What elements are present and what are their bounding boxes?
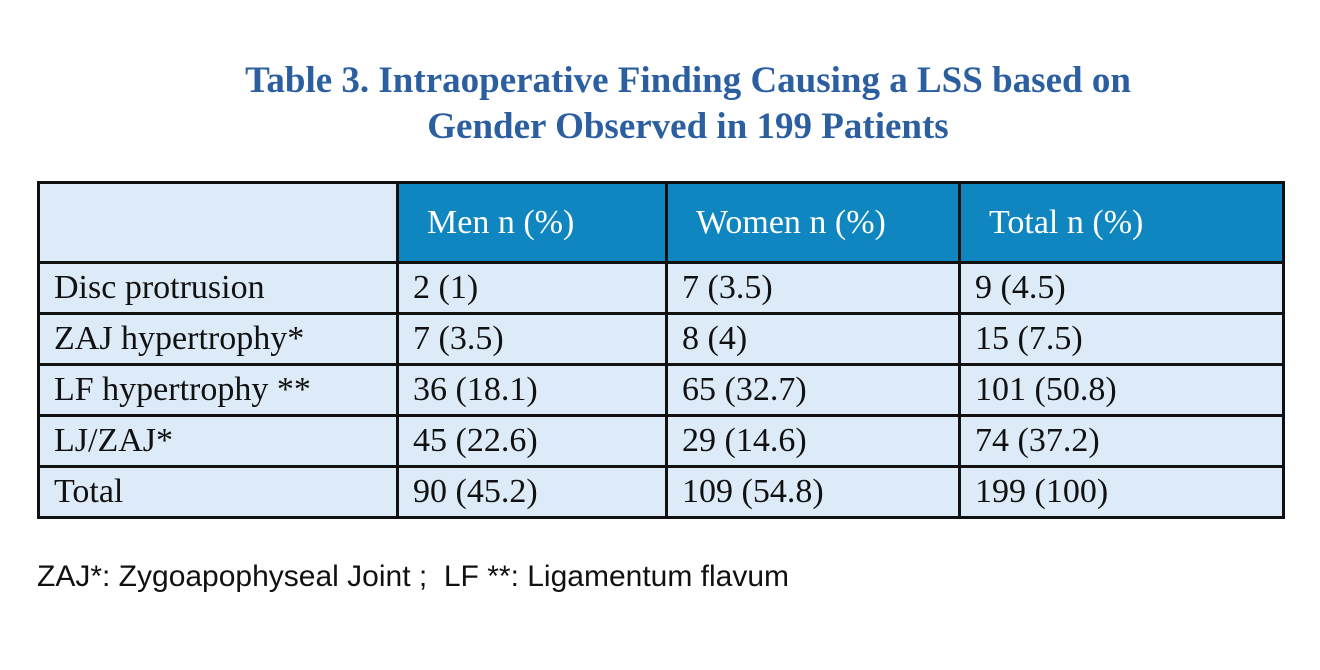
table-footnote: ZAJ*: Zygoapophyseal Joint ; LF **: Liga…	[37, 560, 790, 593]
cell-men: 45 (22.6)	[396, 414, 668, 468]
cell-men: 36 (18.1)	[396, 363, 668, 417]
table-row: Disc protrusion 2 (1) 7 (3.5) 9 (4.5)	[37, 261, 1285, 315]
cell-women: 8 (4)	[665, 312, 961, 366]
header-corner-cell	[37, 181, 399, 264]
cell-men: 2 (1)	[396, 261, 668, 315]
cell-men: 90 (45.2)	[396, 465, 668, 519]
table-row: LF hypertrophy ** 36 (18.1) 65 (32.7) 10…	[37, 363, 1285, 417]
cell-women: 65 (32.7)	[665, 363, 961, 417]
row-label: Disc protrusion	[37, 261, 399, 315]
table-title-line-1: Table 3. Intraoperative Finding Causing …	[245, 60, 1131, 101]
cell-women: 7 (3.5)	[665, 261, 961, 315]
cell-total: 9 (4.5)	[958, 261, 1285, 315]
row-label: ZAJ hypertrophy*	[37, 312, 399, 366]
header-men: Men n (%)	[396, 181, 668, 264]
cell-women: 109 (54.8)	[665, 465, 961, 519]
cell-total: 74 (37.2)	[958, 414, 1285, 468]
table-row: LJ/ZAJ* 45 (22.6) 29 (14.6) 74 (37.2)	[37, 414, 1285, 468]
table-header-row: Men n (%) Women n (%) Total n (%)	[37, 181, 1285, 264]
header-total: Total n (%)	[958, 181, 1285, 264]
cell-total: 101 (50.8)	[958, 363, 1285, 417]
header-women: Women n (%)	[665, 181, 961, 264]
cell-men: 7 (3.5)	[396, 312, 668, 366]
cell-total: 199 (100)	[958, 465, 1285, 519]
cell-total: 15 (7.5)	[958, 312, 1285, 366]
row-label: Total	[37, 465, 399, 519]
row-label: LJ/ZAJ*	[37, 414, 399, 468]
table-row-total: Total 90 (45.2) 109 (54.8) 199 (100)	[37, 465, 1285, 519]
table-title-line-2: Gender Observed in 199 Patients	[427, 106, 949, 147]
table-title: Table 3. Intraoperative Finding Causing …	[0, 58, 1320, 150]
row-label: LF hypertrophy **	[37, 363, 399, 417]
findings-table: Men n (%) Women n (%) Total n (%) Disc p…	[37, 181, 1285, 519]
cell-women: 29 (14.6)	[665, 414, 961, 468]
table-row: ZAJ hypertrophy* 7 (3.5) 8 (4) 15 (7.5)	[37, 312, 1285, 366]
